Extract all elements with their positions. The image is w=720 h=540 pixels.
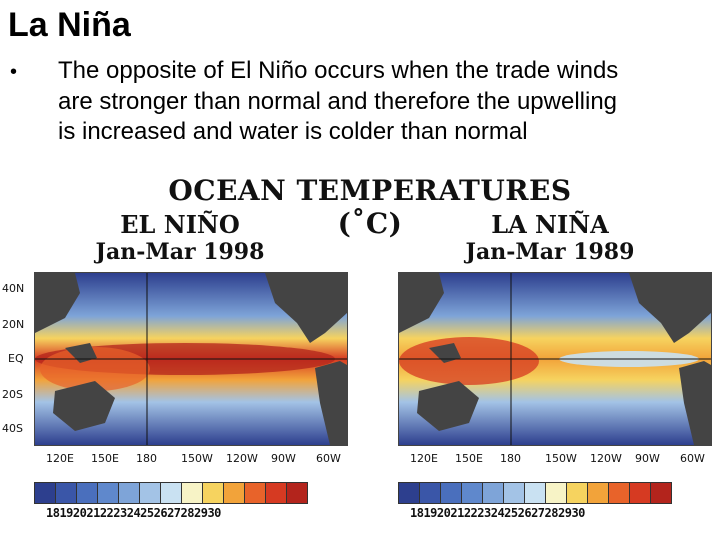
scale-swatch (56, 483, 77, 503)
scale-swatch (245, 483, 266, 503)
scale-value: 25 (140, 506, 154, 520)
lat-label: 40N (2, 282, 25, 295)
lon-label: 150E (91, 452, 119, 465)
lat-label: 20S (2, 388, 23, 401)
la-nina-name: LA NIÑA (491, 210, 609, 239)
scale-swatch (609, 483, 630, 503)
scale-value: 26 (517, 506, 532, 520)
scale-value: 19 (423, 506, 437, 520)
scale-swatch (203, 483, 224, 503)
lon-label: 90W (635, 452, 660, 465)
scale-swatch (119, 483, 140, 503)
scale-swatch (140, 483, 161, 503)
scale-swatch (399, 483, 420, 503)
el-nino-period: Jan-Mar 1998 (95, 239, 265, 265)
color-scale-el-nino (34, 482, 308, 504)
slide-title: La Niña (8, 6, 131, 44)
bullet-line-3: is increased and water is colder than no… (58, 118, 528, 146)
la-nina-period: Jan-Mar 1989 (465, 239, 635, 265)
scale-swatch (224, 483, 245, 503)
scale-swatch (504, 483, 525, 503)
scale-value: 20 (436, 506, 451, 520)
lon-label: 150W (545, 452, 577, 465)
scale-value: 28 (180, 506, 195, 520)
scale-swatch (588, 483, 609, 503)
lon-label: 180 (136, 452, 157, 465)
bullet-icon: • (10, 61, 18, 83)
lon-label: 60W (680, 452, 705, 465)
lon-label: 60W (316, 452, 341, 465)
bullet-line-1: The opposite of El Niño occurs when the … (58, 57, 619, 84)
scale-value: 23 (113, 506, 127, 520)
scale-value: 21 (86, 506, 100, 520)
scale-swatch (483, 483, 504, 503)
lon-label: 180 (500, 452, 521, 465)
lon-label: 90W (271, 452, 296, 465)
scale-labels-la-nina: 18 19 20 21 22 23 24 25 26 27 28 29 30 (410, 506, 585, 520)
la-nina-map (398, 272, 712, 446)
scale-value: 26 (153, 506, 168, 520)
scale-value: 19 (59, 506, 73, 520)
scale-swatch (161, 483, 182, 503)
scale-swatch (567, 483, 588, 503)
scale-value: 22 (99, 506, 114, 520)
el-nino-label: EL NIÑO Jan-Mar 1998 (60, 210, 300, 265)
la-nina-label: LA NIÑA Jan-Mar 1989 (430, 210, 670, 265)
scale-value: 22 (463, 506, 478, 520)
bullet-text: • The opposite of El Niño occurs when the… (10, 56, 714, 148)
lat-label: 20N (2, 318, 25, 331)
scale-swatch (182, 483, 203, 503)
scale-swatch (651, 483, 671, 503)
scale-value: 27 (531, 506, 545, 520)
scale-value: 20 (72, 506, 87, 520)
scale-value: 28 (544, 506, 559, 520)
lon-label: 150E (455, 452, 483, 465)
el-nino-name: EL NIÑO (120, 210, 240, 239)
scale-value: 21 (450, 506, 464, 520)
lon-label: 120W (590, 452, 622, 465)
scale-swatch (546, 483, 567, 503)
scale-swatch (525, 483, 546, 503)
scale-swatch (630, 483, 651, 503)
scale-swatch (287, 483, 307, 503)
lon-label: 120E (46, 452, 74, 465)
scale-swatch (77, 483, 98, 503)
scale-value: 30 (207, 506, 221, 520)
scale-labels-el-nino: 18 19 20 21 22 23 24 25 26 27 28 29 30 (46, 506, 221, 520)
scale-value: 24 (126, 506, 141, 520)
scale-swatch (35, 483, 56, 503)
figure-title: OCEAN TEMPERATURES (˚C) (168, 174, 572, 240)
scale-swatch (441, 483, 462, 503)
scale-value: 18 (410, 506, 424, 520)
scale-swatch (420, 483, 441, 503)
lon-label: 120W (226, 452, 258, 465)
scale-swatch (266, 483, 287, 503)
lat-label: 40S (2, 422, 23, 435)
lon-label: 120E (410, 452, 438, 465)
scale-swatch (98, 483, 119, 503)
scale-value: 30 (571, 506, 585, 520)
scale-value: 24 (490, 506, 505, 520)
scale-value: 29 (193, 506, 208, 520)
ocean-temperature-figure: OCEAN TEMPERATURES (˚C) EL NIÑO Jan-Mar … (0, 168, 720, 540)
scale-value: 18 (46, 506, 60, 520)
scale-value: 23 (477, 506, 491, 520)
el-nino-map (34, 272, 348, 446)
color-scale-la-nina (398, 482, 672, 504)
lon-label: 150W (181, 452, 213, 465)
bullet-line-2: are stronger than normal and therefore t… (58, 87, 618, 115)
scale-swatch (462, 483, 483, 503)
scale-value: 25 (504, 506, 518, 520)
scale-value: 29 (557, 506, 572, 520)
scale-value: 27 (167, 506, 181, 520)
lat-label: EQ (8, 352, 24, 365)
